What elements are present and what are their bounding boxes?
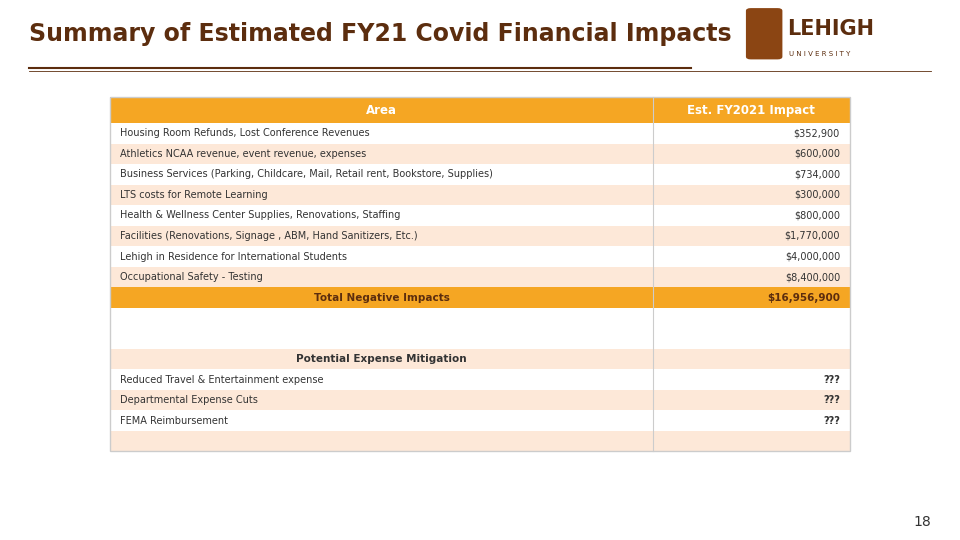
FancyBboxPatch shape (110, 246, 653, 267)
Text: Business Services (Parking, Childcare, Mail, Retail rent, Bookstore, Supplies): Business Services (Parking, Childcare, M… (120, 170, 492, 179)
FancyBboxPatch shape (110, 144, 653, 164)
Text: $8,400,000: $8,400,000 (784, 272, 840, 282)
FancyBboxPatch shape (110, 410, 653, 431)
FancyBboxPatch shape (110, 431, 653, 451)
FancyBboxPatch shape (653, 369, 850, 390)
Text: $4,000,000: $4,000,000 (784, 252, 840, 261)
FancyBboxPatch shape (110, 164, 653, 185)
FancyBboxPatch shape (653, 308, 850, 328)
FancyBboxPatch shape (110, 226, 653, 246)
Text: Occupational Safety - Testing: Occupational Safety - Testing (120, 272, 263, 282)
FancyBboxPatch shape (653, 328, 850, 349)
Text: FEMA Reimbursement: FEMA Reimbursement (120, 416, 228, 426)
FancyBboxPatch shape (110, 97, 653, 123)
Text: Housing Room Refunds, Lost Conference Revenues: Housing Room Refunds, Lost Conference Re… (120, 129, 370, 138)
Text: LTS costs for Remote Learning: LTS costs for Remote Learning (120, 190, 268, 200)
FancyBboxPatch shape (653, 97, 850, 123)
Text: $1,770,000: $1,770,000 (784, 231, 840, 241)
FancyBboxPatch shape (653, 287, 850, 308)
FancyBboxPatch shape (110, 205, 653, 226)
FancyBboxPatch shape (653, 410, 850, 431)
FancyBboxPatch shape (110, 328, 653, 349)
FancyBboxPatch shape (653, 185, 850, 205)
FancyBboxPatch shape (110, 185, 653, 205)
FancyBboxPatch shape (110, 287, 653, 308)
Text: $300,000: $300,000 (794, 190, 840, 200)
FancyBboxPatch shape (110, 369, 653, 390)
Text: Facilities (Renovations, Signage , ABM, Hand Sanitizers, Etc.): Facilities (Renovations, Signage , ABM, … (120, 231, 418, 241)
Text: Area: Area (366, 104, 397, 117)
Text: Total Negative Impacts: Total Negative Impacts (314, 293, 449, 302)
Text: ???: ??? (823, 395, 840, 405)
Text: Departmental Expense Cuts: Departmental Expense Cuts (120, 395, 258, 405)
FancyBboxPatch shape (110, 123, 653, 144)
Text: $352,900: $352,900 (794, 129, 840, 138)
Text: ???: ??? (823, 375, 840, 384)
Text: $16,956,900: $16,956,900 (767, 293, 840, 302)
Text: ???: ??? (823, 416, 840, 426)
FancyBboxPatch shape (746, 8, 782, 59)
Text: $734,000: $734,000 (794, 170, 840, 179)
Text: Potential Expense Mitigation: Potential Expense Mitigation (297, 354, 467, 364)
FancyBboxPatch shape (110, 349, 653, 369)
Text: LEHIGH: LEHIGH (787, 19, 875, 39)
Text: $800,000: $800,000 (794, 211, 840, 220)
Text: 18: 18 (914, 515, 931, 529)
Text: Summary of Estimated FY21 Covid Financial Impacts: Summary of Estimated FY21 Covid Financia… (29, 22, 732, 45)
Text: Athletics NCAA revenue, event revenue, expenses: Athletics NCAA revenue, event revenue, e… (120, 149, 367, 159)
FancyBboxPatch shape (653, 390, 850, 410)
FancyBboxPatch shape (110, 267, 653, 287)
FancyBboxPatch shape (653, 144, 850, 164)
Text: $600,000: $600,000 (794, 149, 840, 159)
FancyBboxPatch shape (653, 205, 850, 226)
FancyBboxPatch shape (653, 267, 850, 287)
FancyBboxPatch shape (653, 226, 850, 246)
FancyBboxPatch shape (653, 246, 850, 267)
FancyBboxPatch shape (653, 123, 850, 144)
FancyBboxPatch shape (110, 390, 653, 410)
Text: Est. FY2021 Impact: Est. FY2021 Impact (687, 104, 815, 117)
FancyBboxPatch shape (110, 308, 653, 328)
FancyBboxPatch shape (653, 431, 850, 451)
Text: Reduced Travel & Entertainment expense: Reduced Travel & Entertainment expense (120, 375, 324, 384)
Text: U N I V E R S I T Y: U N I V E R S I T Y (789, 51, 851, 57)
FancyBboxPatch shape (653, 164, 850, 185)
Text: Lehigh in Residence for International Students: Lehigh in Residence for International St… (120, 252, 347, 261)
Text: Health & Wellness Center Supplies, Renovations, Staffing: Health & Wellness Center Supplies, Renov… (120, 211, 400, 220)
FancyBboxPatch shape (653, 349, 850, 369)
